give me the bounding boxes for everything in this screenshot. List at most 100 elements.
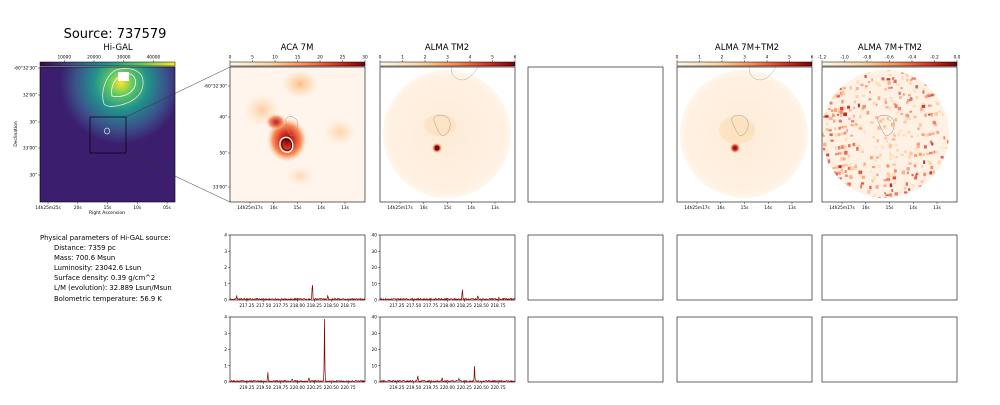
y-tick-label: -60°32'30" — [14, 66, 37, 72]
noise-pixel — [894, 192, 898, 196]
noise-pixel — [917, 172, 920, 175]
aca7m-x-ticks: 14h25m17s 16s 15s 14s 13s — [237, 202, 350, 211]
noise-pixel — [858, 170, 863, 175]
noise-pixel — [887, 106, 892, 110]
noise-pixel — [858, 127, 863, 130]
noise-pixel — [932, 151, 936, 154]
noise-pixel — [899, 129, 903, 133]
noise-pixel — [897, 132, 900, 137]
x-tick-label: 13s — [788, 205, 796, 211]
noise-pixel — [840, 106, 843, 111]
noise-pixel — [825, 122, 829, 126]
noise-pixel — [827, 159, 831, 164]
noise-pixel — [928, 132, 932, 136]
noise-pixel — [921, 165, 924, 168]
noise-pixel — [840, 132, 844, 136]
noise-pixel — [906, 78, 909, 82]
spectrum-y-tick-label: 10 — [372, 363, 378, 369]
noise-pixel — [930, 170, 934, 175]
noise-pixel — [926, 93, 931, 96]
noise-pixel — [860, 83, 864, 87]
x-tick-label: 15s — [886, 205, 894, 211]
colorbar-tick-label: 0 — [676, 55, 679, 61]
noise-pixel — [883, 197, 887, 198]
noise-pixel — [908, 162, 912, 165]
noise-pixel — [886, 172, 890, 175]
noise-pixel — [844, 163, 848, 167]
noise-pixel — [911, 184, 915, 187]
x-tick-label: 14s — [467, 205, 475, 211]
noise-pixel — [843, 112, 847, 117]
x-tick-label: 15s — [104, 205, 112, 211]
colorbar-tick-label: 5 — [491, 55, 494, 61]
empty-spectrum-panels — [527, 234, 958, 383]
noise-pixel — [892, 163, 896, 166]
noise-pixel — [853, 166, 858, 170]
x-tick-label: 05s — [163, 205, 171, 211]
x-tick-label: 14h25m17s — [237, 205, 263, 211]
noise-pixel — [907, 117, 911, 121]
noise-pixel — [825, 127, 829, 132]
tm2-x-ticks: 14h25m17s 16s 15s 14s 13s — [387, 202, 500, 211]
spectrum-x-tick-label: 220.50 — [474, 385, 489, 391]
residual-colorbar-ticks: -1.2 -1.0 -0.8 -0.6 -0.4 -0.2 0.0 — [818, 55, 961, 62]
spectrum-y-tick-label: 1 — [224, 281, 227, 287]
noise-pixel — [916, 142, 920, 146]
noise-pixel — [893, 79, 897, 84]
noise-pixel — [824, 112, 828, 117]
noise-pixel — [921, 102, 926, 106]
x-tick-label: 15s — [294, 205, 302, 211]
colorbar-tick-label: -1.0 — [840, 55, 849, 61]
higal-panel: Hi-GAL 10000 20000 30000 40000 14h25m25s 20s… — [13, 43, 231, 216]
spectrum-panel: 219.25 219.50 219.75 220.00 220.25 220.50 220.… — [224, 315, 366, 391]
noise-pixel — [872, 135, 875, 139]
noise-pixel — [904, 150, 907, 154]
colorbar-tick-label: 2 — [721, 55, 724, 61]
noise-pixel — [855, 94, 859, 99]
noise-pixel — [834, 133, 838, 138]
noise-pixel — [859, 124, 863, 128]
noise-pixel — [837, 126, 840, 130]
noise-pixel — [931, 132, 935, 135]
noise-pixel — [848, 182, 852, 186]
aca7m-higal-contour — [285, 116, 299, 137]
x-tick-label: 14s — [764, 205, 772, 211]
zoom-connector-top — [125, 66, 231, 118]
noise-pixel — [882, 126, 886, 130]
noise-pixel — [852, 114, 855, 118]
tm2-source-contour — [434, 145, 440, 151]
noise-pixel — [847, 182, 851, 185]
noise-pixel — [871, 179, 874, 183]
noise-pixel — [888, 74, 892, 76]
noise-pixel — [914, 162, 917, 165]
noise-pixel — [931, 113, 934, 117]
noise-pixel — [894, 104, 898, 108]
higal-xlabel: Right Ascension — [89, 210, 125, 216]
noise-pixel — [843, 144, 847, 148]
noise-pixel — [888, 142, 891, 146]
noise-pixel — [922, 87, 926, 90]
higal-emission — [40, 67, 175, 202]
noise-pixel — [923, 145, 927, 149]
noise-pixel — [920, 180, 924, 184]
noise-pixel — [898, 96, 902, 99]
noise-pixel — [822, 147, 826, 151]
noise-pixel — [898, 190, 902, 194]
noise-pixel — [916, 172, 919, 176]
noise-pixel — [874, 146, 877, 149]
noise-pixel — [893, 102, 896, 106]
colorbar-tick-label: 40000 — [147, 55, 161, 61]
noise-pixel — [918, 152, 923, 156]
x-tick-label: 10s — [133, 205, 141, 211]
noise-pixel — [891, 137, 896, 141]
noise-pixel — [853, 106, 856, 110]
x-tick-label: 16s — [717, 205, 725, 211]
noise-pixel — [884, 192, 887, 195]
colorbar-tick-label: 6 — [514, 55, 517, 61]
noise-pixel — [843, 148, 847, 152]
colorbar-tick-label: -0.6 — [885, 55, 894, 61]
combined-compact-source — [730, 143, 740, 153]
noise-pixel — [888, 174, 891, 177]
noise-pixel — [909, 110, 913, 113]
